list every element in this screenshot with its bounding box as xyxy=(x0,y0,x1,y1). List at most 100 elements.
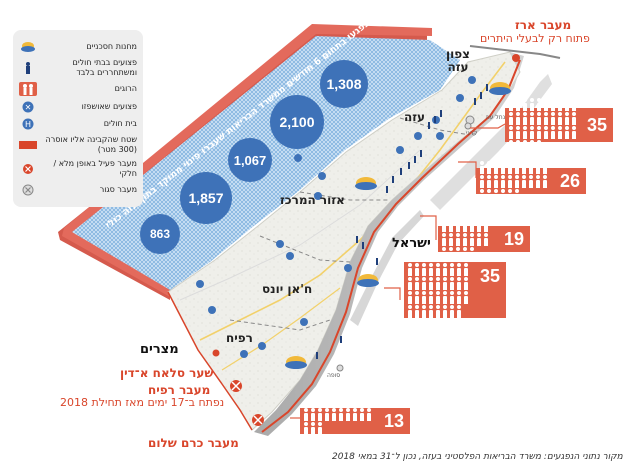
killed-person-figure xyxy=(515,139,521,153)
killed-figures xyxy=(505,97,581,153)
killed-person-figure xyxy=(536,97,542,111)
killed-person-figure xyxy=(442,276,448,290)
killed-person-figure xyxy=(428,304,434,318)
killed-person-figure xyxy=(529,125,535,139)
killed-person-figure xyxy=(483,232,489,246)
killed-person-figure xyxy=(449,290,455,304)
killed-person-figure xyxy=(407,290,413,304)
label-rafah: רפיח xyxy=(226,331,253,345)
wounded-count-bubble-rafah: 863 xyxy=(140,214,180,254)
erez-crossing-title: מעבר ארז xyxy=(515,18,572,32)
killed-person-figure xyxy=(514,188,520,202)
killed-person-figure xyxy=(324,407,330,421)
killed-person-figure xyxy=(317,407,323,421)
salah-gate-marker xyxy=(212,349,220,357)
killed-person-figure xyxy=(535,160,541,174)
killed-figures xyxy=(300,407,378,435)
killed-person-figure xyxy=(500,174,506,188)
forbidden-zone-icon xyxy=(19,140,37,149)
killed-person-figure xyxy=(310,421,316,435)
wounded-count-bubble-north: 1,308 xyxy=(320,60,368,108)
wounded-count-bubble-khan-yunis: 1,857 xyxy=(180,172,232,224)
killed-person-figure xyxy=(476,232,482,246)
killed-person-figure xyxy=(486,188,492,202)
killed-person-figure xyxy=(455,218,461,232)
source-note: מקור נתוני הנפגעים: משרד הבריאות הפלסטינ… xyxy=(332,452,623,462)
legend-row-camps: מחנות חסכניים xyxy=(19,41,137,53)
killed-person-figure xyxy=(441,218,447,232)
killed-person-figure xyxy=(303,407,309,421)
killed-count: 35 xyxy=(586,114,607,135)
hospitalized-icon: ✕ xyxy=(19,101,37,113)
killed-person-figure xyxy=(550,111,556,125)
killed-person-figure xyxy=(456,304,462,318)
killed-person-figure xyxy=(543,125,549,139)
killed-person-figure xyxy=(508,111,514,125)
killed-figures xyxy=(404,262,474,318)
killed-person-figure xyxy=(500,188,506,202)
label-central: אזור המרכז xyxy=(280,193,345,207)
killed-person-figure xyxy=(508,125,514,139)
label-israel: ישראל xyxy=(392,236,431,251)
killed-person-figure xyxy=(331,407,337,421)
killed-person-figure xyxy=(564,97,570,111)
killed-person-figure xyxy=(522,97,528,111)
killed-person-figure xyxy=(455,232,461,246)
killed-person-figure xyxy=(338,407,344,421)
killed-person-figure xyxy=(455,246,461,260)
killed-person-figure xyxy=(479,174,485,188)
killed-person-figure xyxy=(483,218,489,232)
killed-person-figure xyxy=(535,174,541,188)
killed-person-figure xyxy=(522,139,528,153)
map-legend: מחנות חסכניים פצועים בבתי חולים ומשתחררי… xyxy=(13,30,143,207)
killed-person-figure xyxy=(366,407,372,421)
killed-person-figure xyxy=(414,290,420,304)
killed-person-figure xyxy=(442,262,448,276)
wounded-person-icon xyxy=(19,61,37,75)
label-nahal-oz: נחל עוז xyxy=(486,114,506,121)
erez-crossing-marker xyxy=(512,54,520,62)
killed-person-figure xyxy=(414,262,420,276)
killed-person-figure xyxy=(557,125,563,139)
wounded-count-bubble-central: 1,067 xyxy=(228,138,272,182)
killed-person-figure xyxy=(352,407,358,421)
erez-crossing-subtitle: פתוח רק לבעלי היתרים xyxy=(480,32,590,45)
killed-person-figure xyxy=(421,262,427,276)
killed-person-figure xyxy=(536,125,542,139)
killed-count: 26 xyxy=(559,170,580,191)
killed-person-figure xyxy=(571,97,577,111)
killed-person-figure xyxy=(421,304,427,318)
killed-person-figure xyxy=(456,262,462,276)
killed-person-figure xyxy=(543,97,549,111)
killed-figures xyxy=(438,218,498,260)
killed-person-figure xyxy=(345,407,351,421)
killed-person-figure xyxy=(493,160,499,174)
tent-camp-icon xyxy=(19,41,37,53)
active-crossing-icon xyxy=(19,163,37,175)
killed-person-figure xyxy=(557,97,563,111)
killed-person-figure xyxy=(550,125,556,139)
killed-person-figure xyxy=(571,125,577,139)
svg-text:H: H xyxy=(25,120,31,129)
killed-person-figure xyxy=(479,188,485,202)
border-fence xyxy=(254,52,524,436)
killed-person-figure xyxy=(463,290,469,304)
killed-person-figure xyxy=(463,262,469,276)
svg-text:✕: ✕ xyxy=(25,103,32,112)
closed-crossing-icon xyxy=(19,184,37,196)
killed-person-figure xyxy=(550,97,556,111)
killed-person-figure xyxy=(507,188,513,202)
camp-tents xyxy=(285,82,511,369)
killed-person-figure xyxy=(441,232,447,246)
killed-figures xyxy=(476,160,554,202)
killed-person-figure xyxy=(462,232,468,246)
killed-person-figure xyxy=(522,125,528,139)
killed-person-figure xyxy=(500,160,506,174)
killed-person-figure xyxy=(462,246,468,260)
killed-person-figure xyxy=(442,290,448,304)
killed-person-figure xyxy=(515,111,521,125)
killed-person-figure xyxy=(564,111,570,125)
killed-person-figure xyxy=(515,97,521,111)
killed-person-figure xyxy=(407,304,413,318)
killed-person-figure xyxy=(493,188,499,202)
